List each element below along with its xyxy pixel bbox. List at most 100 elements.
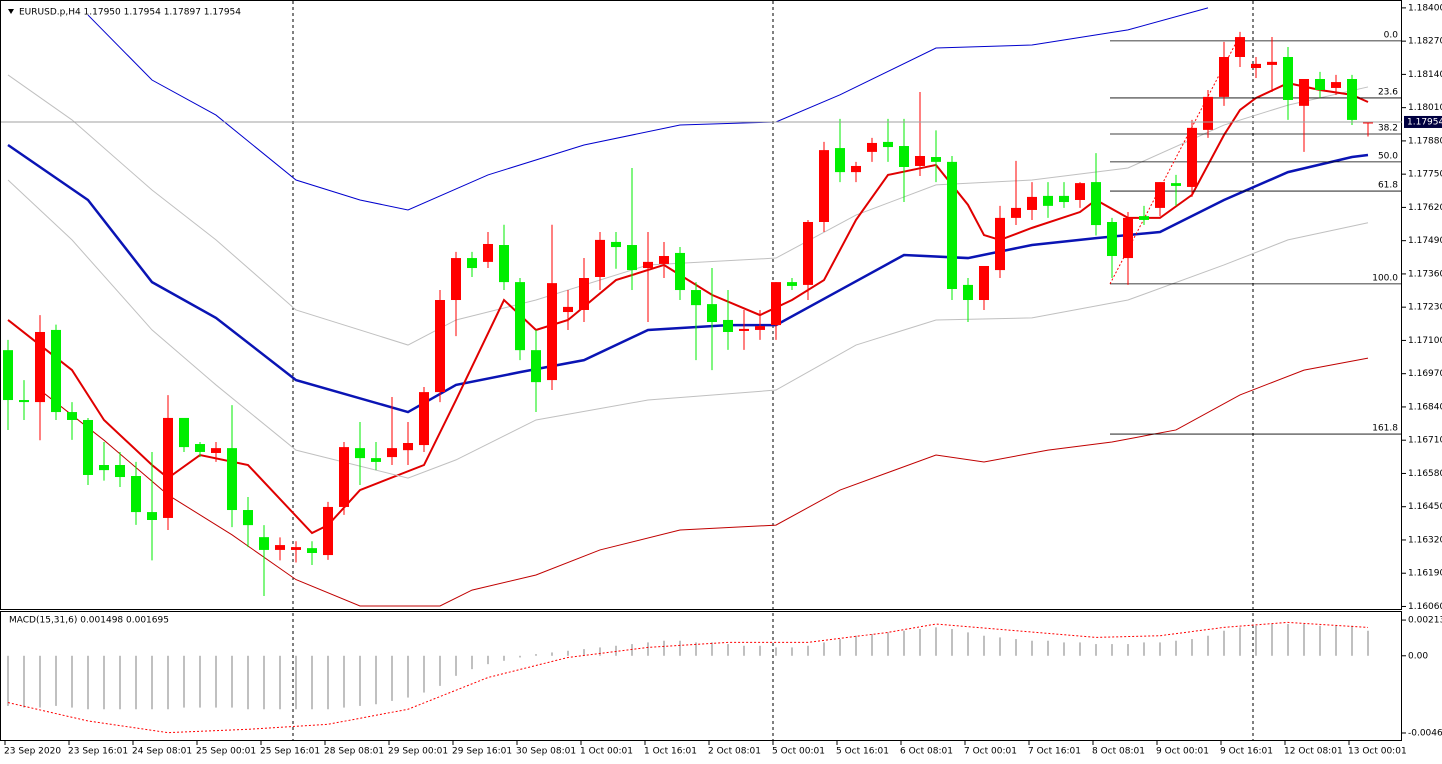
- macd-bar: [535, 654, 537, 656]
- y-tick-label: 1.18140: [1408, 70, 1442, 80]
- y-tick-label: 0.00: [1408, 651, 1428, 661]
- candle-body: [403, 443, 413, 451]
- y-tick-label: 1.17490: [1408, 236, 1442, 246]
- macd-bar: [391, 655, 393, 701]
- macd-bar: [1063, 642, 1065, 656]
- candle-body: [739, 328, 749, 331]
- macd-bar: [423, 655, 425, 693]
- macd-bar: [935, 627, 937, 656]
- y-tick-label: 1.16450: [1408, 502, 1442, 512]
- y-tick-label: 1.17360: [1408, 269, 1442, 279]
- macd-bar: [679, 640, 681, 656]
- candle-body: [163, 417, 173, 518]
- candle-body: [307, 548, 317, 554]
- candle-body: [35, 331, 45, 403]
- macd-bar: [167, 655, 169, 710]
- candle-body: [675, 252, 685, 291]
- macd-bar: [247, 655, 249, 710]
- price-box: [1404, 115, 1442, 128]
- macd-bar: [439, 655, 441, 686]
- y-tick-label: 1.18010: [1408, 103, 1442, 113]
- candle-body: [1187, 127, 1197, 187]
- y-tick-label: 0.002137: [1408, 616, 1442, 626]
- macd-bar: [1223, 630, 1225, 656]
- x-tick-label: 13 Oct 00:01: [1348, 747, 1407, 757]
- candle-body: [515, 282, 525, 351]
- candle-body: [1091, 182, 1101, 226]
- macd-bar: [279, 655, 281, 710]
- x-tick-label: 25 Sep 16:01: [260, 747, 320, 757]
- macd-bar: [839, 639, 841, 656]
- macd-bar: [1047, 640, 1049, 656]
- x-tick-label: 8 Oct 08:01: [1092, 747, 1145, 757]
- y-tick-label: 1.16840: [1408, 402, 1442, 412]
- fibo-label: 23.6: [1378, 87, 1398, 97]
- fibo-label: 100.0: [1372, 273, 1398, 283]
- candle-body: [83, 419, 93, 475]
- macd-bar: [551, 652, 553, 656]
- candle-body: [995, 217, 1005, 271]
- candle-body: [867, 142, 877, 152]
- fibo-label: 38.2: [1378, 123, 1398, 133]
- candle-body: [387, 448, 397, 458]
- macd-bar: [1367, 630, 1369, 656]
- y-tick-label: 1.18270: [1408, 37, 1442, 47]
- macd-bar: [71, 655, 73, 708]
- candle-body: [195, 444, 205, 452]
- fibo-label: 0.0: [1384, 30, 1399, 40]
- macd-bar: [823, 642, 825, 656]
- candle-body: [1347, 78, 1357, 120]
- candle-body: [99, 465, 109, 471]
- macd-bar: [1207, 635, 1209, 656]
- candle-body: [275, 545, 285, 550]
- macd-bar: [775, 647, 777, 656]
- candle-body: [1123, 217, 1133, 259]
- collapse-icon[interactable]: [8, 9, 14, 14]
- x-tick-label: 7 Oct 00:01: [964, 747, 1017, 757]
- x-tick-label: 9 Oct 00:01: [1156, 747, 1209, 757]
- candle-body: [787, 282, 797, 286]
- candle-body: [67, 412, 77, 420]
- candle-body: [1139, 216, 1149, 220]
- macd-bar: [263, 655, 265, 710]
- candle-body: [947, 161, 957, 290]
- macd-bar: [1319, 625, 1321, 656]
- candle-body: [435, 300, 445, 393]
- macd-bar: [967, 632, 969, 656]
- y-tick-label: 1.16970: [1408, 369, 1442, 379]
- candle-body: [579, 278, 589, 310]
- candle-body: [467, 258, 477, 269]
- y-tick-label: 1.17100: [1408, 336, 1442, 346]
- candle-body: [899, 146, 909, 167]
- candle-body: [979, 265, 989, 301]
- fibo-label: 161.8: [1372, 424, 1398, 434]
- macd-bar: [1255, 625, 1257, 656]
- macd-bar: [375, 655, 377, 705]
- x-tick-label: 23 Sep 16:01: [68, 747, 128, 757]
- y-tick-label: 1.16060: [1408, 602, 1442, 612]
- candle-body: [595, 239, 605, 277]
- macd-bar: [1303, 624, 1305, 656]
- macd-bar: [311, 655, 313, 710]
- candle-body: [371, 458, 381, 462]
- candle-body: [3, 350, 13, 401]
- candle-body: [451, 258, 461, 301]
- candle-body: [131, 476, 141, 513]
- macd-bar: [743, 645, 745, 656]
- macd-bar: [199, 655, 201, 708]
- x-tick-label: 5 Oct 00:01: [772, 747, 825, 757]
- macd-bar: [1015, 639, 1017, 656]
- x-tick-label: 24 Sep 08:01: [132, 747, 192, 757]
- candle-body: [547, 283, 557, 381]
- x-tick-label: 5 Oct 16:01: [836, 747, 889, 757]
- candle-body: [1027, 196, 1037, 210]
- candle-body: [723, 319, 733, 332]
- candle-body: [1203, 96, 1213, 130]
- candle-body: [499, 245, 509, 283]
- macd-bar: [1191, 639, 1193, 656]
- macd-bar: [887, 632, 889, 656]
- macd-bar: [615, 645, 617, 656]
- macd-bar: [1239, 627, 1241, 656]
- candle-body: [1171, 183, 1181, 186]
- macd-bar: [871, 634, 873, 656]
